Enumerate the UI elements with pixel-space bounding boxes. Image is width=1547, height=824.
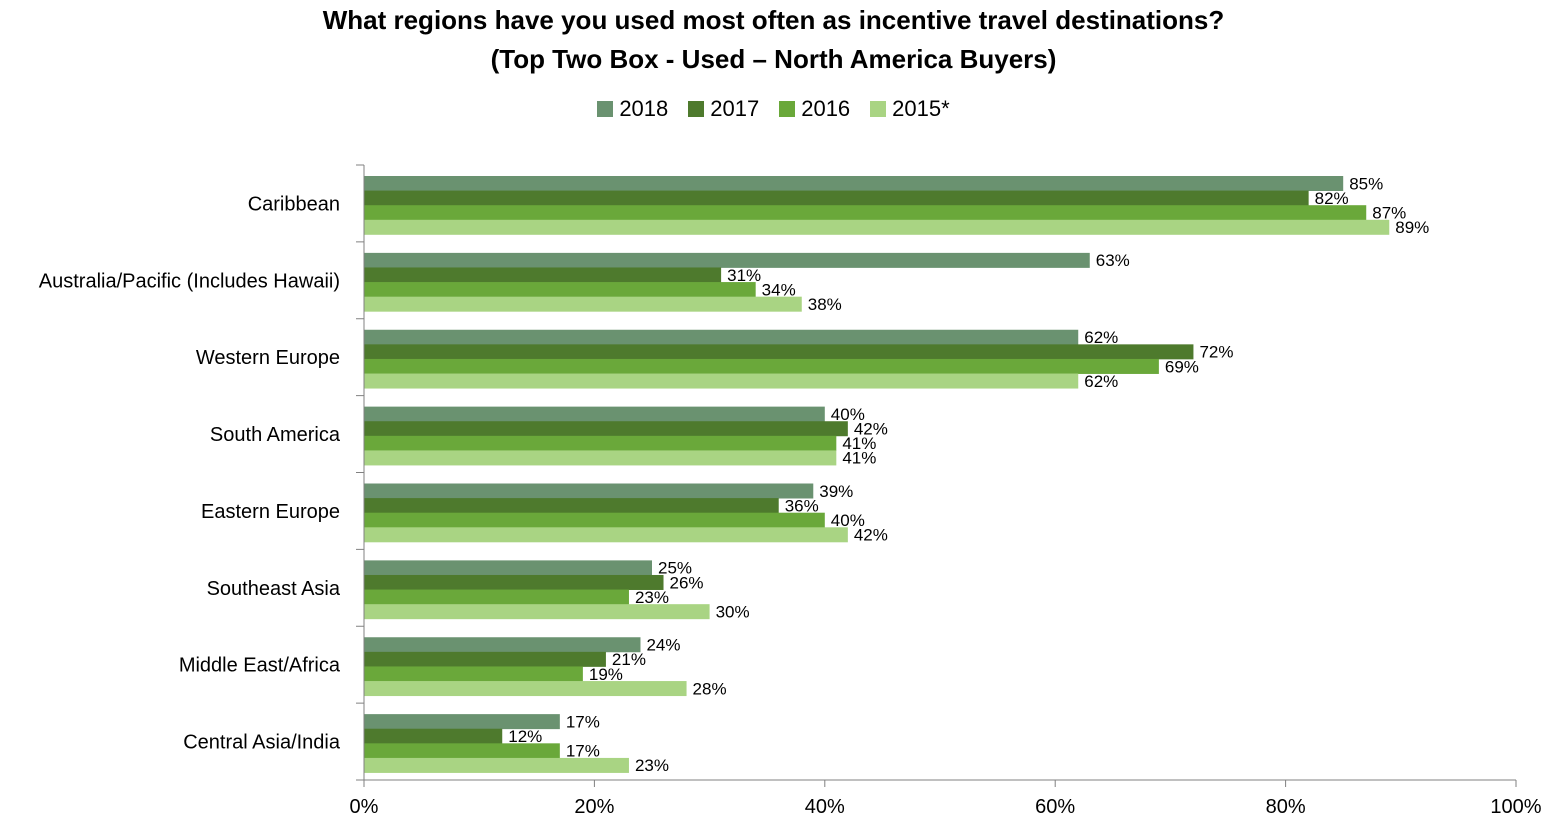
legend-swatch	[870, 101, 887, 117]
data-label: 23%	[635, 756, 669, 775]
bar	[364, 282, 756, 298]
bar	[364, 560, 652, 576]
x-tick-label: 60%	[1035, 796, 1075, 818]
data-label: 21%	[612, 650, 646, 669]
bar	[364, 527, 848, 543]
data-label: 40%	[831, 511, 865, 530]
data-label: 31%	[727, 266, 761, 285]
data-label: 69%	[1165, 357, 1199, 376]
category-label: Middle East/Africa	[179, 655, 341, 677]
data-label: 42%	[854, 526, 888, 545]
data-label: 34%	[762, 280, 796, 299]
data-label: 89%	[1395, 218, 1429, 237]
category-label: South America	[210, 424, 341, 446]
data-label: 40%	[831, 405, 865, 424]
legend-label: 2018	[619, 96, 669, 121]
bar	[364, 252, 1090, 268]
bar	[364, 296, 802, 312]
x-tick-label: 100%	[1490, 796, 1541, 818]
bar	[364, 190, 1309, 206]
legend-swatch	[688, 101, 705, 117]
bar	[364, 373, 1079, 389]
x-tick-label: 0%	[350, 796, 379, 818]
bar	[364, 450, 837, 466]
data-label: 87%	[1372, 204, 1406, 223]
category-label: Australia/Pacific (Includes Hawaii)	[39, 270, 340, 292]
data-label: 39%	[819, 482, 853, 501]
data-label: 17%	[566, 742, 600, 761]
chart-title: What regions have you used most often as…	[322, 5, 1225, 35]
bar	[364, 483, 814, 499]
bar	[364, 176, 1344, 191]
bar	[364, 344, 1194, 360]
legend-item-2018: 2018	[597, 94, 668, 124]
data-label: 42%	[854, 420, 888, 439]
x-tick-label: 40%	[805, 796, 845, 818]
legend-label: 2016	[801, 96, 851, 121]
bar	[364, 637, 641, 653]
bar	[364, 757, 629, 773]
x-tick-label: 80%	[1266, 796, 1306, 818]
data-label: 23%	[635, 588, 669, 607]
bar	[364, 421, 848, 437]
category-label: Southeast Asia	[207, 578, 341, 600]
data-label: 26%	[670, 573, 704, 592]
bar	[364, 714, 560, 730]
bar	[364, 329, 1079, 345]
legend-item-2017: 2017	[688, 94, 759, 124]
bar	[364, 681, 687, 697]
data-label: 12%	[508, 727, 542, 746]
data-label: 82%	[1315, 189, 1349, 208]
bar	[364, 574, 664, 590]
legend-item-2015: 2015*	[870, 94, 950, 124]
data-label: 19%	[589, 665, 623, 684]
category-label: Eastern Europe	[201, 501, 340, 523]
data-label: 28%	[693, 679, 727, 698]
category-label: Western Europe	[196, 347, 340, 369]
data-label: 36%	[785, 496, 819, 515]
bar	[364, 589, 629, 605]
chart-subtitle: (Top Two Box - Used – North America Buye…	[490, 44, 1057, 74]
chart-legend: 2018 2017 2016 2015*	[0, 94, 1547, 124]
bar	[364, 406, 825, 422]
bar	[364, 728, 503, 744]
bar	[364, 512, 825, 528]
data-label: 41%	[842, 449, 876, 468]
bar	[364, 219, 1390, 235]
data-label: 72%	[1199, 343, 1233, 362]
legend-swatch	[779, 101, 796, 117]
data-label: 25%	[658, 559, 692, 578]
category-label: Caribbean	[248, 193, 340, 215]
data-label: 24%	[646, 636, 680, 655]
data-label: 63%	[1096, 251, 1130, 270]
data-label: 85%	[1349, 174, 1383, 193]
legend-label: 2015*	[892, 96, 950, 121]
x-tick-label: 20%	[574, 796, 614, 818]
bar	[364, 435, 837, 451]
bar	[364, 651, 606, 667]
data-label: 38%	[808, 295, 842, 314]
legend-item-2016: 2016	[779, 94, 850, 124]
data-label: 17%	[566, 712, 600, 731]
bar	[364, 743, 560, 759]
bar	[364, 205, 1367, 221]
data-label: 30%	[716, 602, 750, 621]
legend-swatch	[597, 101, 614, 117]
data-label: 41%	[842, 434, 876, 453]
legend-label: 2017	[710, 96, 760, 121]
data-label: 62%	[1084, 372, 1118, 391]
bar	[364, 498, 779, 514]
data-label: 62%	[1084, 328, 1118, 347]
bar	[364, 267, 722, 283]
category-label: Central Asia/India	[183, 732, 341, 754]
bar	[364, 604, 710, 620]
bar	[364, 358, 1159, 374]
bar	[364, 666, 583, 682]
